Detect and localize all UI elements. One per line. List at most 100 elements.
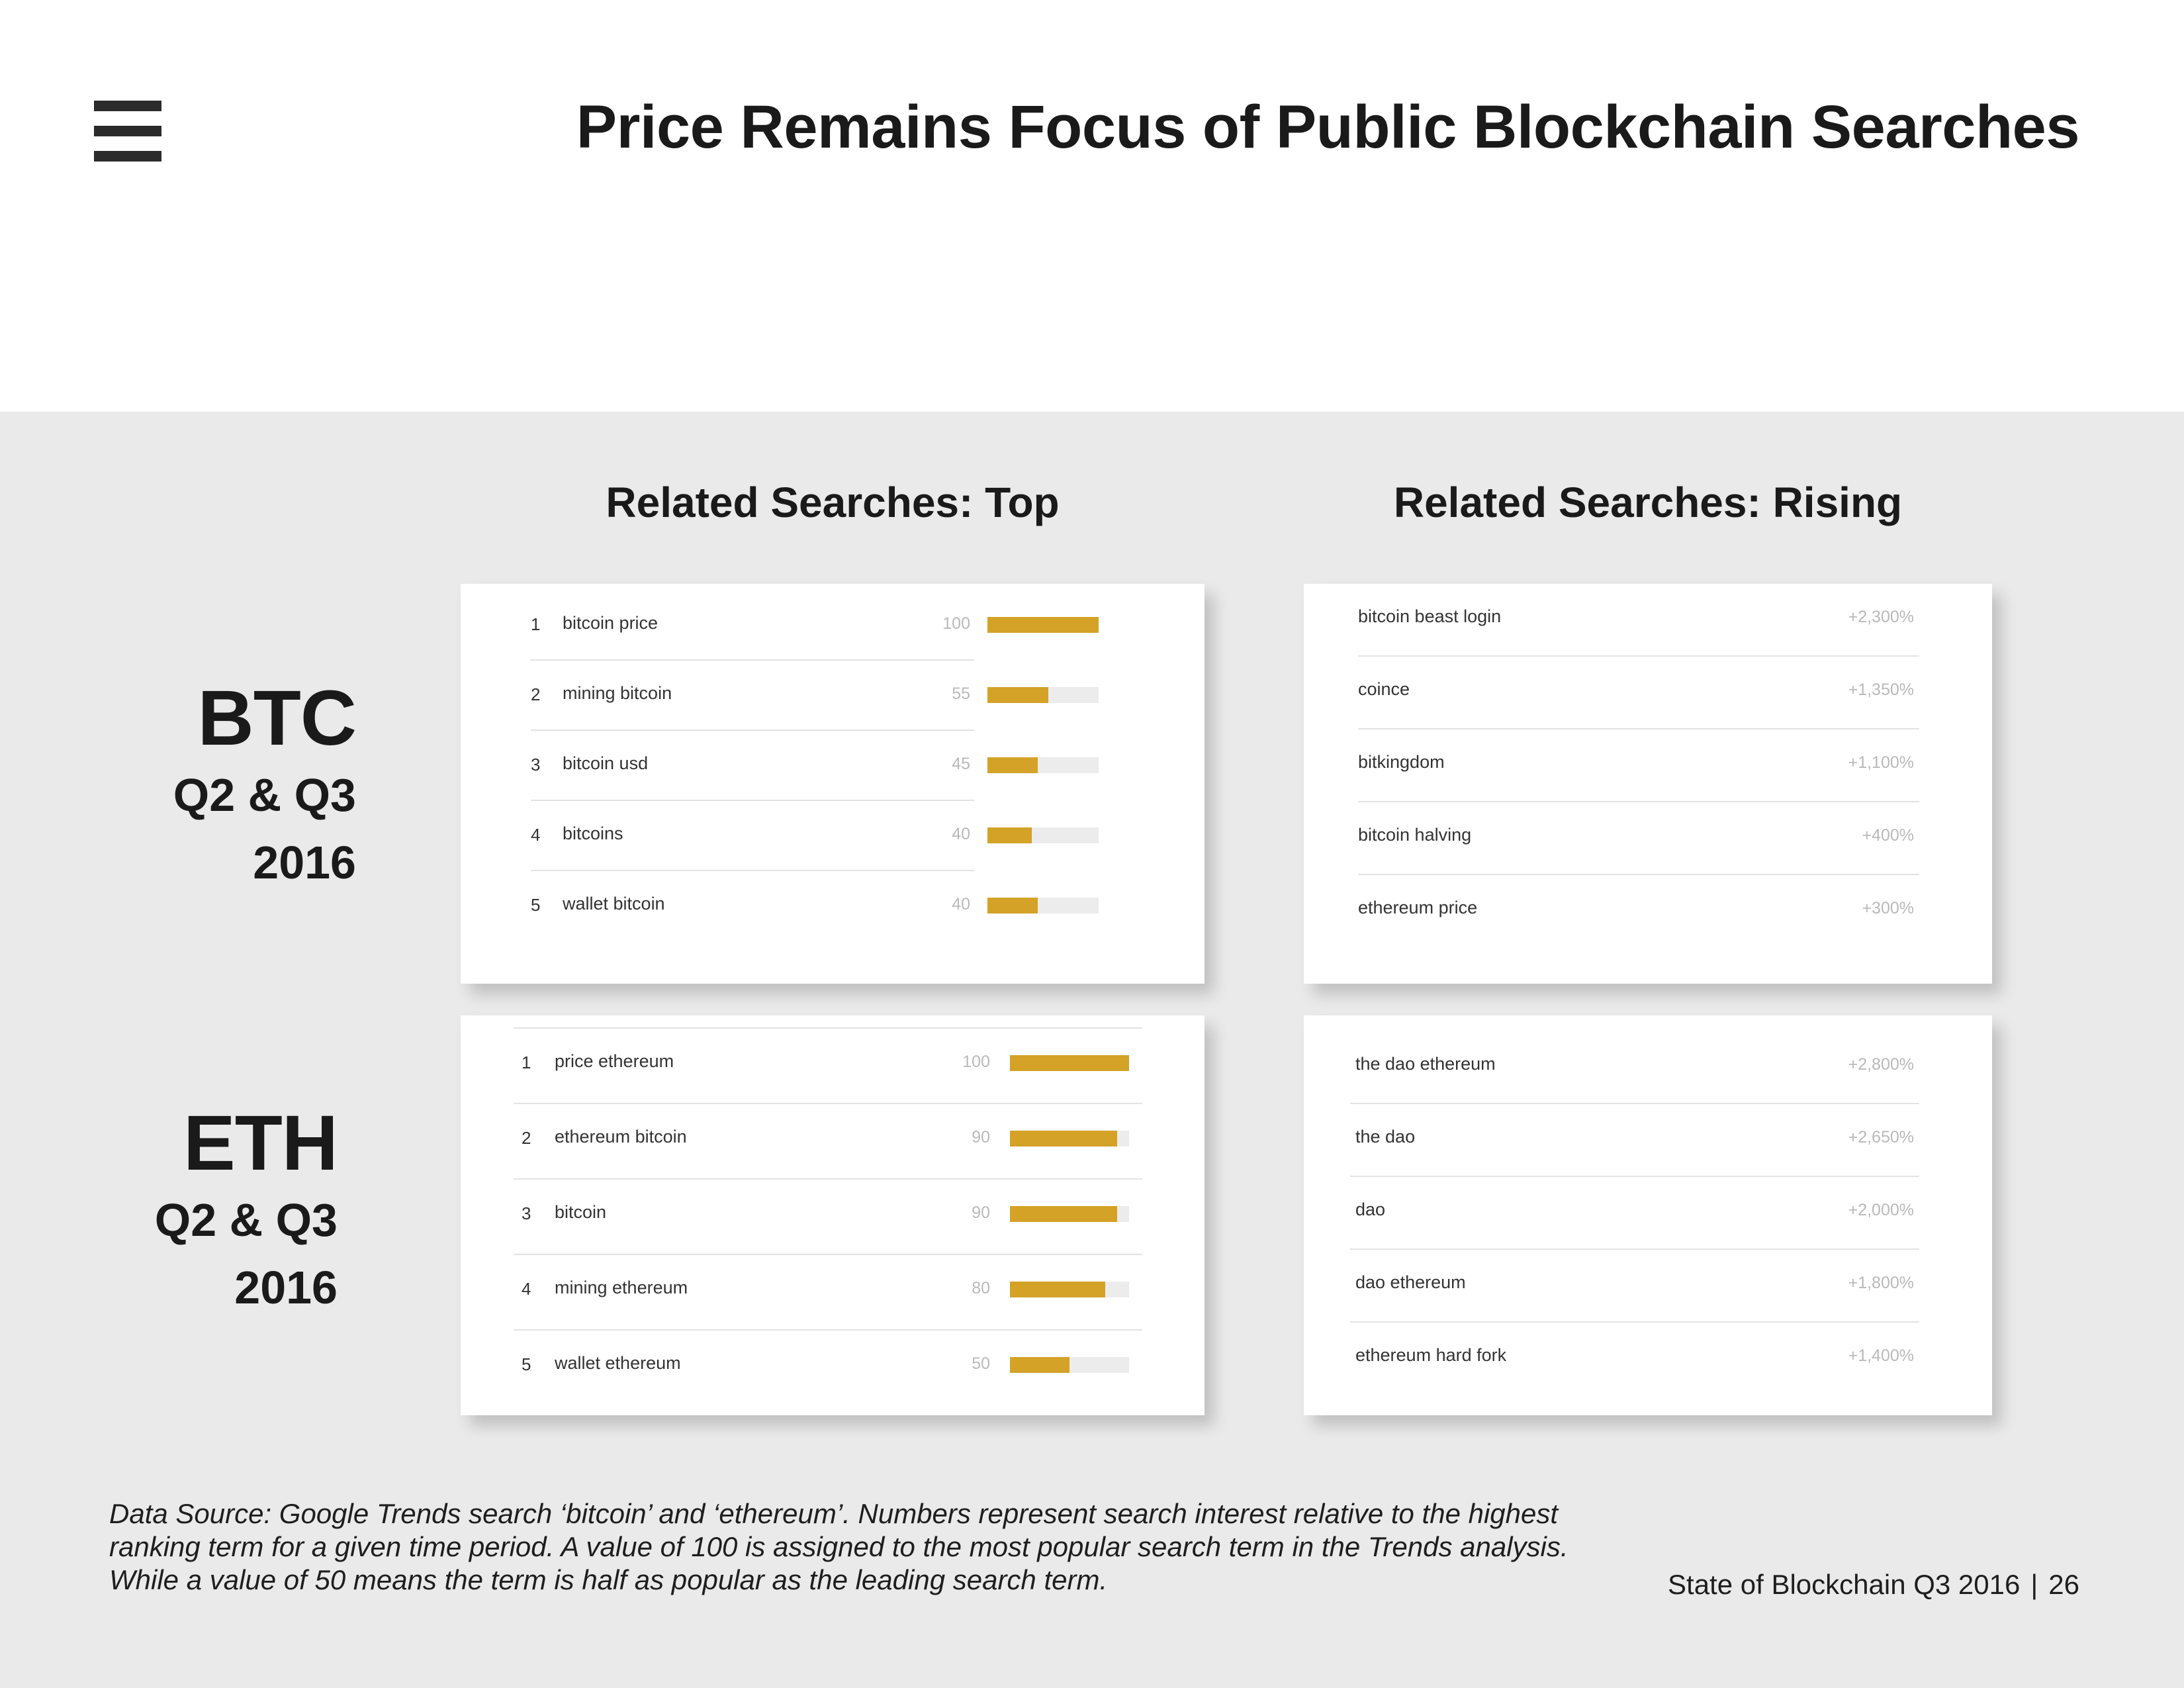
btc-symbol: BTC <box>197 675 357 762</box>
table-row: bitkingdom +1,100% <box>1304 729 1992 800</box>
rank-number: 3 <box>522 1203 531 1223</box>
interest-value: 55 <box>952 684 970 703</box>
table-row: bitcoin halving +400% <box>1304 802 1992 872</box>
percent-change: +1,400% <box>1848 1346 1914 1365</box>
table-row: ethereum price +300% <box>1304 875 1992 945</box>
table-row: 2 ethereum bitcoin 90 <box>461 1104 1205 1174</box>
search-term: mining bitcoin <box>563 683 672 703</box>
row-divider <box>1350 1248 1919 1250</box>
eth-top-searches-card: 1 price ethereum 100 2 ethereum bitcoin 90 3 bi… <box>461 1015 1205 1415</box>
interest-bar <box>1010 1131 1117 1147</box>
row-divider <box>1358 801 1919 802</box>
search-term: price ethereum <box>555 1051 674 1071</box>
interest-bar <box>1010 1055 1129 1071</box>
row-divider <box>1358 655 1919 657</box>
row-divider <box>531 659 974 661</box>
table-row: dao ethereum +1,800% <box>1304 1250 1992 1320</box>
table-row: the dao ethereum +2,800% <box>1304 1031 1992 1102</box>
row-divider <box>1350 1321 1919 1323</box>
column-heading-top: Related Searches: Top <box>606 479 1060 526</box>
search-term: wallet bitcoin <box>563 894 665 914</box>
search-term: coince <box>1358 679 1410 699</box>
interest-bar <box>987 617 1099 633</box>
page-number: 26 <box>2048 1569 2079 1600</box>
row-divider <box>531 800 974 801</box>
interest-bar <box>987 827 1032 843</box>
search-term: dao ethereum <box>1355 1272 1466 1292</box>
percent-change: +400% <box>1862 826 1914 845</box>
interest-value: 50 <box>972 1354 990 1373</box>
row-divider <box>514 1329 1142 1331</box>
interest-bar-track <box>1010 1055 1129 1071</box>
search-term: bitcoin <box>555 1202 607 1222</box>
row-divider <box>531 729 974 731</box>
interest-value: 90 <box>972 1128 990 1147</box>
interest-value: 40 <box>952 825 970 843</box>
percent-change: +2,800% <box>1848 1055 1914 1074</box>
interest-bar-track <box>987 617 1099 633</box>
search-term: wallet ethereum <box>555 1353 681 1373</box>
search-term: ethereum price <box>1358 898 1478 917</box>
interest-bar-track <box>987 898 1099 914</box>
table-row: coince +1,350% <box>1304 657 1992 727</box>
header: Price Remains Focus of Public Blockchain… <box>0 0 2184 412</box>
interest-bar-track <box>987 827 1099 843</box>
interest-bar-track <box>1010 1131 1129 1147</box>
search-term: bitcoin beast login <box>1358 606 1502 626</box>
data-source-footnote: Data Source: Google Trends search ‘bitco… <box>109 1498 1569 1595</box>
search-term: ethereum hard fork <box>1355 1345 1507 1365</box>
rank-number: 5 <box>522 1354 531 1374</box>
table-row: the dao +2,650% <box>1304 1104 1992 1174</box>
percent-change: +2,300% <box>1848 608 1914 626</box>
table-row: 2 mining bitcoin 55 <box>461 661 1205 731</box>
interest-bar-track <box>1010 1206 1129 1222</box>
percent-change: +1,100% <box>1848 753 1914 772</box>
eth-rising-searches-card: the dao ethereum +2,800% the dao +2,650% dao… <box>1304 1015 1992 1415</box>
rank-number: 2 <box>531 684 541 704</box>
interest-bar <box>1010 1357 1069 1373</box>
interest-value: 45 <box>952 755 970 773</box>
search-term: bitkingdom <box>1358 752 1445 772</box>
interest-value: 100 <box>962 1053 990 1071</box>
page-title: Price Remains Focus of Public Blockchain… <box>576 93 2080 161</box>
search-term: the dao ethereum <box>1355 1054 1496 1074</box>
interest-bar <box>1010 1282 1105 1297</box>
search-term: bitcoin usd <box>563 753 649 773</box>
row-divider <box>1358 874 1919 875</box>
rank-number: 3 <box>531 755 541 774</box>
table-row: bitcoin beast login +2,300% <box>1304 584 1992 654</box>
row-divider <box>514 1178 1142 1180</box>
column-heading-rising: Related Searches: Rising <box>1393 479 1903 526</box>
publication-name: State of Blockchain Q3 2016 <box>1668 1569 2021 1600</box>
table-row: 3 bitcoin 90 <box>461 1180 1205 1250</box>
rank-number: 1 <box>522 1053 531 1072</box>
eth-period-quarters: Q2 & Q3 <box>154 1194 338 1246</box>
table-row: 5 wallet bitcoin 40 <box>461 871 1205 941</box>
search-term: bitcoin halving <box>1358 825 1472 845</box>
footer-divider: | <box>2030 1569 2038 1600</box>
search-term: bitcoins <box>563 823 623 843</box>
eth-symbol: ETH <box>183 1100 338 1187</box>
interest-value: 100 <box>942 614 970 633</box>
interest-bar <box>987 898 1038 914</box>
interest-bar <box>1010 1206 1117 1222</box>
percent-change: +300% <box>1862 899 1914 917</box>
eth-period-year: 2016 <box>234 1262 338 1313</box>
rank-number: 5 <box>531 895 541 915</box>
table-row: 3 bitcoin usd 45 <box>461 731 1205 801</box>
interest-value: 40 <box>952 895 970 914</box>
btc-period-year: 2016 <box>253 837 356 888</box>
row-divider <box>514 1254 1142 1255</box>
row-divider <box>1358 728 1919 729</box>
row-divider <box>514 1103 1142 1104</box>
btc-rising-searches-card: bitcoin beast login +2,300% coince +1,350% b… <box>1304 584 1992 984</box>
row-divider <box>531 870 974 871</box>
page-footer: State of Blockchain Q3 2016 | 26 <box>1668 1569 2079 1601</box>
interest-bar-track <box>987 757 1099 773</box>
table-row: 4 bitcoins 40 <box>461 801 1205 871</box>
search-term: dao <box>1355 1199 1386 1219</box>
menu-icon[interactable] <box>94 101 161 162</box>
interest-bar-track <box>1010 1282 1129 1297</box>
interest-bar-track <box>987 687 1099 703</box>
interest-bar <box>987 757 1038 773</box>
